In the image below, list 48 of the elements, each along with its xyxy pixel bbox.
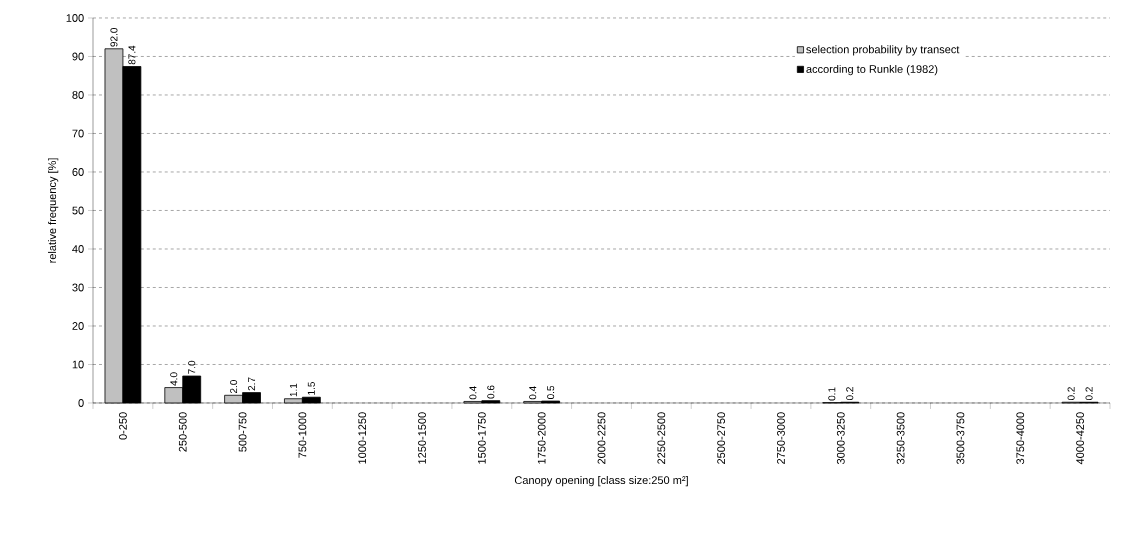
x-tick-label: 4000-4250 bbox=[1076, 412, 1084, 465]
data-label: 92.0 bbox=[110, 28, 118, 47]
data-label: 0.4 bbox=[529, 386, 537, 400]
data-label: 0.2 bbox=[1085, 387, 1093, 401]
y-tick-label: 40 bbox=[72, 245, 84, 253]
legend-label: according to Runkle (1982) bbox=[806, 64, 938, 76]
x-tick-label: 250-500 bbox=[178, 412, 187, 452]
x-tick-label: 0-250 bbox=[119, 412, 127, 440]
x-tick-label: 1750-2000 bbox=[537, 412, 546, 464]
data-label: 4.0 bbox=[170, 372, 178, 386]
y-tick-label: 80 bbox=[72, 91, 84, 99]
data-label: 2.7 bbox=[248, 377, 256, 391]
x-tick-label: 1500-1750 bbox=[477, 412, 486, 464]
y-tick-label: 90 bbox=[72, 52, 84, 61]
data-label: 87.4 bbox=[128, 45, 136, 65]
y-tick-label: 0 bbox=[78, 399, 84, 407]
data-label: 2.0 bbox=[230, 380, 238, 394]
data-label: 0.1 bbox=[828, 387, 836, 401]
x-axis-title: Canopy opening [class size:250 m²] bbox=[514, 475, 688, 487]
legend-label: selection probability by transect bbox=[806, 45, 960, 56]
data-label: 0.2 bbox=[846, 387, 854, 401]
data-label: 7.0 bbox=[188, 360, 196, 374]
x-tick-label: 1000-1250 bbox=[358, 412, 367, 464]
x-tick-label: 3750-4000 bbox=[1016, 412, 1025, 465]
y-tick-label: 10 bbox=[72, 360, 84, 369]
x-tick-label: 2250-2500 bbox=[657, 412, 666, 464]
data-label: 0.5 bbox=[547, 385, 555, 399]
data-label: 0.6 bbox=[487, 385, 495, 399]
y-tick-label: 60 bbox=[72, 168, 84, 176]
x-tick-label: 3500-3750 bbox=[956, 412, 965, 465]
y-axis-title: relative frequency [%] bbox=[48, 158, 59, 263]
data-label: 0.2 bbox=[1067, 387, 1075, 401]
y-tick-label: 30 bbox=[72, 283, 84, 292]
y-tick-label: 70 bbox=[72, 129, 84, 138]
x-tick-label: 2000-2250 bbox=[597, 412, 606, 464]
x-tick-label: 500-750 bbox=[238, 412, 247, 452]
y-tick-label: 100 bbox=[66, 14, 84, 22]
x-tick-label: 750-1000 bbox=[298, 412, 307, 458]
x-tick-label: 1250-1500 bbox=[418, 412, 426, 464]
x-tick-label: 2500-2750 bbox=[717, 412, 726, 464]
y-tick-label: 20 bbox=[72, 322, 84, 330]
x-tick-label: 2750-3000 bbox=[777, 412, 785, 464]
data-label: 0.4 bbox=[469, 386, 477, 400]
data-label: 1.1 bbox=[289, 383, 297, 397]
y-tick-label: 50 bbox=[72, 206, 84, 215]
x-tick-label: 3250-3500 bbox=[896, 412, 905, 465]
data-label: 1.5 bbox=[307, 382, 315, 395]
x-tick-label: 3000-3250 bbox=[836, 412, 845, 465]
